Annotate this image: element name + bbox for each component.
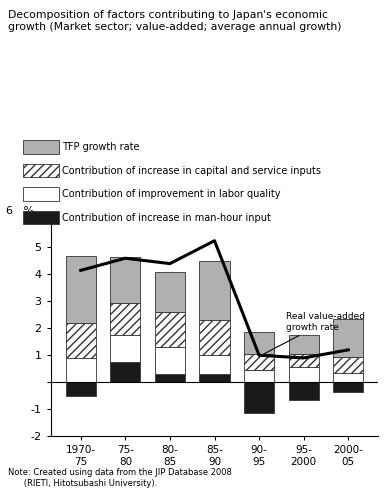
Bar (333, 357, 363, 373)
Bar (110, 257, 140, 303)
Bar (155, 374, 185, 382)
Text: Contribution of increase in man-hour input: Contribution of increase in man-hour inp… (62, 213, 271, 222)
Text: Contribution of improvement in labor quality: Contribution of improvement in labor qua… (62, 189, 281, 199)
Bar (155, 271, 185, 312)
Bar (289, 335, 319, 354)
Bar (244, 382, 274, 413)
Bar (66, 256, 96, 323)
Text: 6   %: 6 % (6, 206, 34, 217)
Bar (110, 362, 140, 382)
Bar (110, 303, 140, 335)
Bar (110, 335, 140, 362)
Bar (66, 358, 96, 382)
Bar (244, 332, 274, 354)
Text: Contribution of increase in capital and service inputs: Contribution of increase in capital and … (62, 166, 321, 175)
Text: Real value-added
growth rate: Real value-added growth rate (264, 312, 365, 354)
Bar (66, 323, 96, 358)
Bar (333, 382, 363, 392)
Bar (199, 355, 230, 374)
Bar (333, 319, 363, 357)
Bar (244, 370, 274, 382)
Bar (155, 347, 185, 374)
Bar (244, 354, 274, 370)
Bar (289, 354, 319, 368)
Bar (155, 312, 185, 347)
Bar (66, 382, 96, 396)
Bar (199, 261, 230, 320)
Bar (289, 368, 319, 382)
Bar (199, 374, 230, 382)
Bar (333, 373, 363, 382)
Text: TFP growth rate: TFP growth rate (62, 142, 140, 152)
Text: Note: Created using data from the JIP Database 2008
      (RIETI, Hitotsubashi U: Note: Created using data from the JIP Da… (8, 468, 232, 488)
Bar (289, 382, 319, 400)
Text: Decomposition of factors contributing to Japan's economic
growth (Market sector;: Decomposition of factors contributing to… (8, 10, 341, 32)
Bar (199, 320, 230, 355)
